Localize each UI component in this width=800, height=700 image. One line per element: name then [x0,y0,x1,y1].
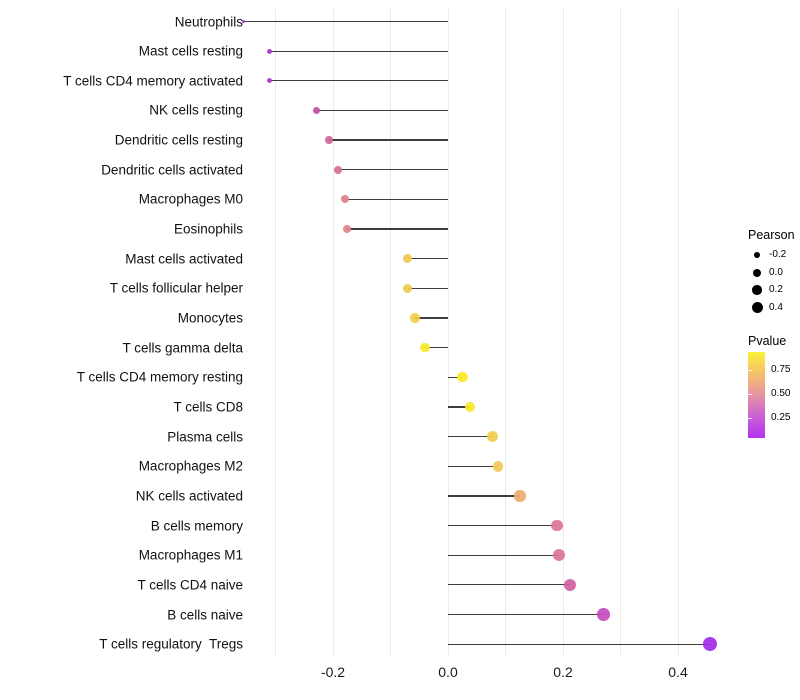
legend-size-dot [751,302,763,313]
lollipop-stick [328,139,448,141]
lollipop-stick [448,554,559,556]
gridline [447,8,449,657]
y-axis-label: Mast cells activated [125,250,243,266]
lollipop-stick [316,109,448,112]
y-axis-label: T cells follicular helper [109,280,243,296]
gridline [390,8,391,657]
lollipop-stick [448,495,520,497]
lollipop-dot [410,313,420,323]
lollipop-dot [596,608,610,621]
gridline [332,8,334,657]
lollipop-dot [266,78,272,84]
lollipop-dot [702,637,717,652]
legend-size-dot [753,268,761,277]
y-axis-label: Dendritic cells activated [101,162,243,177]
lollipop-dot [313,106,321,114]
lollipop-dot [487,431,499,443]
gridline [620,8,621,657]
legend-size-label: 0.0 [769,266,783,278]
gridline [505,8,506,657]
lollipop-dot [563,578,576,591]
y-axis-label: Mast cells resting [138,43,243,59]
y-axis-label: T cells gamma delta [122,339,243,355]
lollipop-dot [457,372,468,383]
y-axis-label: Monocytes [177,310,243,326]
lollipop-stick [407,287,448,289]
legend-size-title: Pearson [748,228,795,242]
y-axis-label: T cells CD8 [173,399,243,415]
gridline [562,8,564,657]
lollipop-stick [338,169,448,171]
lollipop-stick [346,228,448,230]
lollipop-dot [342,225,351,233]
lollipop-stick [448,376,463,378]
y-axis-label: Eosinophils [173,221,243,237]
lollipop-dot [266,48,272,54]
legend-color-tickmark [748,393,752,395]
lollipop-dot [241,19,245,24]
legend-color-title: Pvalue [748,334,787,348]
lollipop-stick [448,465,499,467]
y-axis-label: Macrophages M2 [138,458,243,474]
y-axis-label: T cells regulatory Tregs [99,636,243,652]
legend-size-dot [753,251,761,259]
y-axis-label: B cells memory [150,517,243,533]
legend-color-label: 0.50 [771,387,791,399]
y-axis-label: NK cells resting [149,102,243,118]
legend-size-label: 0.2 [769,284,783,295]
y-axis-label: Plasma cells [167,428,243,444]
y-axis-label: Neutrophils [174,13,243,29]
lollipop-dot [420,342,430,353]
legend-size-dot [752,285,762,295]
lollipop-dot [551,519,564,532]
y-axis-label: Macrophages M0 [138,191,243,207]
legend-color-tickmark [748,370,752,371]
lollipop-dot [464,401,476,413]
y-axis-label: Dendritic cells resting [114,132,243,148]
lollipop-dot [492,460,504,472]
lollipop-stick [448,435,493,438]
y-axis-label: T cells CD4 memory activated [63,73,243,89]
x-axis-tick-label: -0.2 [320,664,346,680]
lollipop-stick [243,20,448,23]
lollipop-stick [448,406,470,408]
lollipop-dot [334,165,342,174]
legend-size-label: 0.4 [769,301,783,313]
lollipop-stick [415,317,448,319]
legend-color-tickmark [748,417,752,419]
y-axis-label: T cells CD4 memory resting [76,369,243,385]
lollipop-stick [269,50,448,52]
lollipop-dot [553,549,565,562]
lollipop-stick [448,584,570,586]
y-axis-label: Macrophages M1 [138,547,243,563]
legend-color-gradient-bar [748,352,765,438]
legend-color-label: 0.75 [771,364,791,375]
x-axis-tick-label: 0.4 [668,664,688,680]
lollipop-dot [341,195,349,204]
lollipop-stick [448,643,710,645]
x-axis-tick-label: 0.0 [438,664,458,680]
lollipop-dot [403,283,413,293]
legend-color-label: 0.25 [771,411,791,423]
lollipop-dot [403,254,413,264]
gridline [275,8,276,657]
lollipop-stick [407,258,448,260]
y-axis-label: T cells CD4 naive [137,577,243,593]
legend-size-label: -0.2 [769,249,787,260]
lollipop-stick [345,198,448,201]
lollipop-stick [425,347,448,349]
lollipop-dot [514,490,526,502]
lollipop-stick [448,524,558,527]
x-axis-tick-label: 0.2 [553,664,573,680]
lollipop-stick [448,613,604,616]
y-axis-label: NK cells activated [135,488,243,504]
lollipop-dot [325,136,333,144]
gridline [677,8,679,657]
lollipop-stick [269,80,448,82]
y-axis-label: B cells naive [167,606,243,622]
